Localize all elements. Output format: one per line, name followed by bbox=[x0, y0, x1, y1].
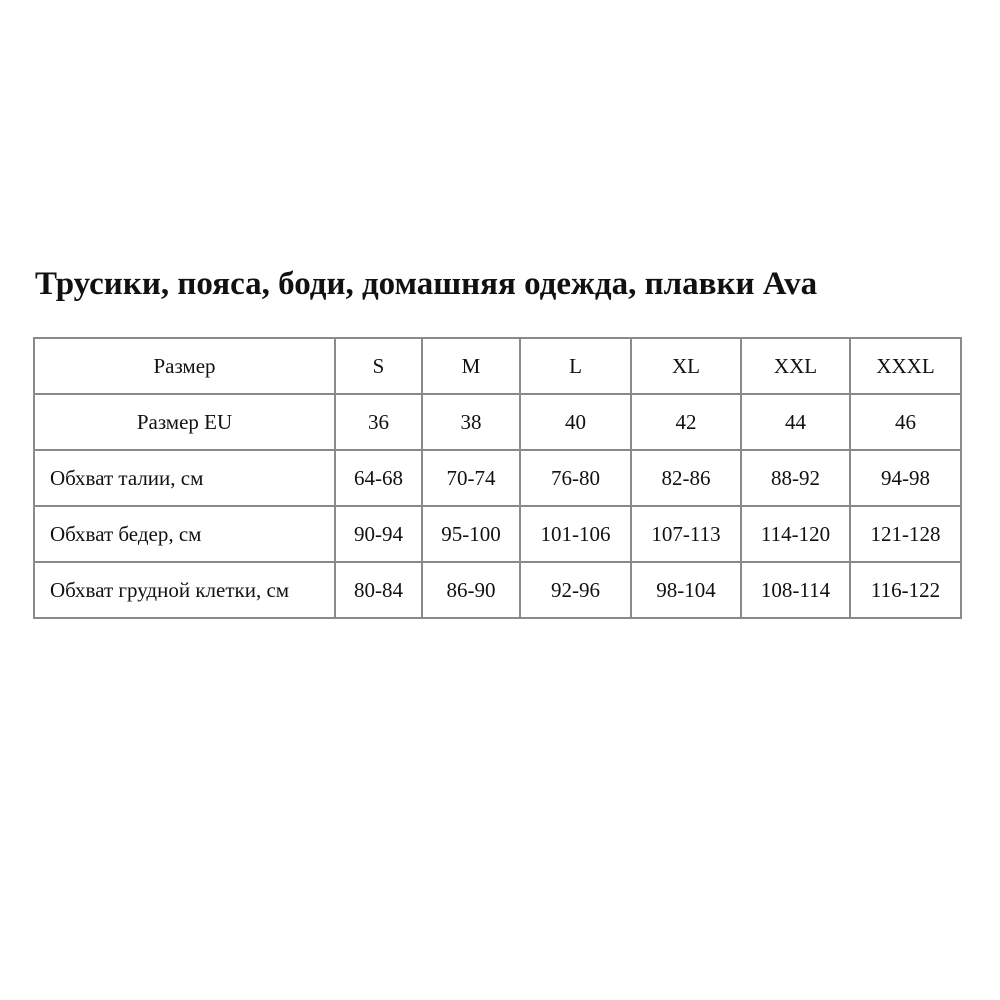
row-label: Обхват бедер, см bbox=[33, 505, 336, 563]
table-cell: 40 bbox=[519, 393, 632, 451]
table-cell: 98-104 bbox=[630, 561, 742, 619]
table-cell: 44 bbox=[740, 393, 851, 451]
table-cell: 38 bbox=[421, 393, 521, 451]
table-cell: 90-94 bbox=[334, 505, 423, 563]
table-cell: 108-114 bbox=[740, 561, 851, 619]
table-cell: 116-122 bbox=[849, 561, 962, 619]
table-row: Обхват талии, см 64-68 70-74 76-80 82-86 88-9… bbox=[33, 449, 962, 507]
table-cell: 88-92 bbox=[740, 449, 851, 507]
table-cell: XXXL bbox=[849, 337, 962, 395]
table-cell: 94-98 bbox=[849, 449, 962, 507]
table-row: Обхват грудной клетки, см 80-84 86-90 92-96… bbox=[33, 561, 962, 619]
row-label: Размер EU bbox=[33, 393, 336, 451]
size-table: Размер S M L XL XXL XXXL Размер EU 36 38 40 42 44 46 О… bbox=[33, 337, 962, 619]
table-cell: 82-86 bbox=[630, 449, 742, 507]
table-cell: 64-68 bbox=[334, 449, 423, 507]
table-row: Размер S M L XL XXL XXXL bbox=[33, 337, 962, 395]
table-cell: S bbox=[334, 337, 423, 395]
table-cell: 36 bbox=[334, 393, 423, 451]
page-title: Трусики, пояса, боди, домашняя одежда, п… bbox=[35, 266, 818, 302]
table-cell: 114-120 bbox=[740, 505, 851, 563]
table-cell: 70-74 bbox=[421, 449, 521, 507]
table-cell: L bbox=[519, 337, 632, 395]
table-cell: 86-90 bbox=[421, 561, 521, 619]
table-cell: 42 bbox=[630, 393, 742, 451]
table-cell: M bbox=[421, 337, 521, 395]
table-row: Обхват бедер, см 90-94 95-100 101-106 107-11… bbox=[33, 505, 962, 563]
table-cell: 107-113 bbox=[630, 505, 742, 563]
table-cell: XL bbox=[630, 337, 742, 395]
table-cell: 92-96 bbox=[519, 561, 632, 619]
table-cell: 80-84 bbox=[334, 561, 423, 619]
row-label: Обхват грудной клетки, см bbox=[33, 561, 336, 619]
table-cell: 46 bbox=[849, 393, 962, 451]
row-label: Обхват талии, см bbox=[33, 449, 336, 507]
table-cell: 101-106 bbox=[519, 505, 632, 563]
row-label: Размер bbox=[33, 337, 336, 395]
table-cell: XXL bbox=[740, 337, 851, 395]
table-cell: 76-80 bbox=[519, 449, 632, 507]
table-row: Размер EU 36 38 40 42 44 46 bbox=[33, 393, 962, 451]
table-cell: 95-100 bbox=[421, 505, 521, 563]
table-cell: 121-128 bbox=[849, 505, 962, 563]
